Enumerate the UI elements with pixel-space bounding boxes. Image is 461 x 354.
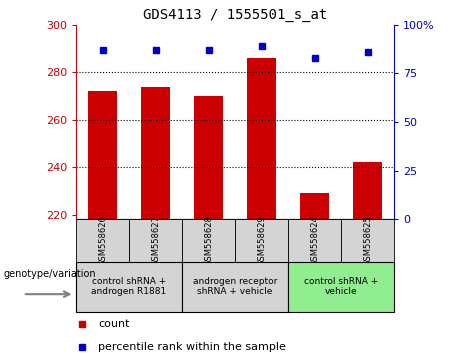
Bar bbox=[194, 96, 223, 219]
Bar bbox=[288, 262, 394, 312]
Bar bbox=[182, 262, 288, 312]
Text: GSM558628: GSM558628 bbox=[204, 215, 213, 266]
Bar bbox=[129, 219, 182, 262]
Bar bbox=[141, 86, 170, 219]
Title: GDS4113 / 1555501_s_at: GDS4113 / 1555501_s_at bbox=[143, 8, 327, 22]
Text: genotype/variation: genotype/variation bbox=[4, 269, 96, 279]
Text: androgen receptor
shRNA + vehicle: androgen receptor shRNA + vehicle bbox=[193, 277, 278, 296]
Bar bbox=[353, 162, 382, 219]
Bar bbox=[76, 262, 182, 312]
Text: percentile rank within the sample: percentile rank within the sample bbox=[98, 342, 286, 353]
Bar bbox=[88, 91, 117, 219]
Text: GSM558625: GSM558625 bbox=[363, 215, 372, 266]
Bar bbox=[247, 58, 276, 219]
Text: control shRNA +
androgen R1881: control shRNA + androgen R1881 bbox=[91, 277, 167, 296]
Text: GSM558627: GSM558627 bbox=[151, 215, 160, 266]
Text: GSM558629: GSM558629 bbox=[257, 215, 266, 266]
Bar bbox=[288, 219, 341, 262]
Bar bbox=[300, 193, 329, 219]
Text: GSM558624: GSM558624 bbox=[310, 215, 319, 266]
Text: count: count bbox=[98, 319, 130, 330]
Text: GSM558626: GSM558626 bbox=[98, 215, 107, 266]
Bar bbox=[341, 219, 394, 262]
Bar bbox=[235, 219, 288, 262]
Bar bbox=[182, 219, 235, 262]
Bar bbox=[76, 219, 129, 262]
Text: control shRNA +
vehicle: control shRNA + vehicle bbox=[304, 277, 378, 296]
